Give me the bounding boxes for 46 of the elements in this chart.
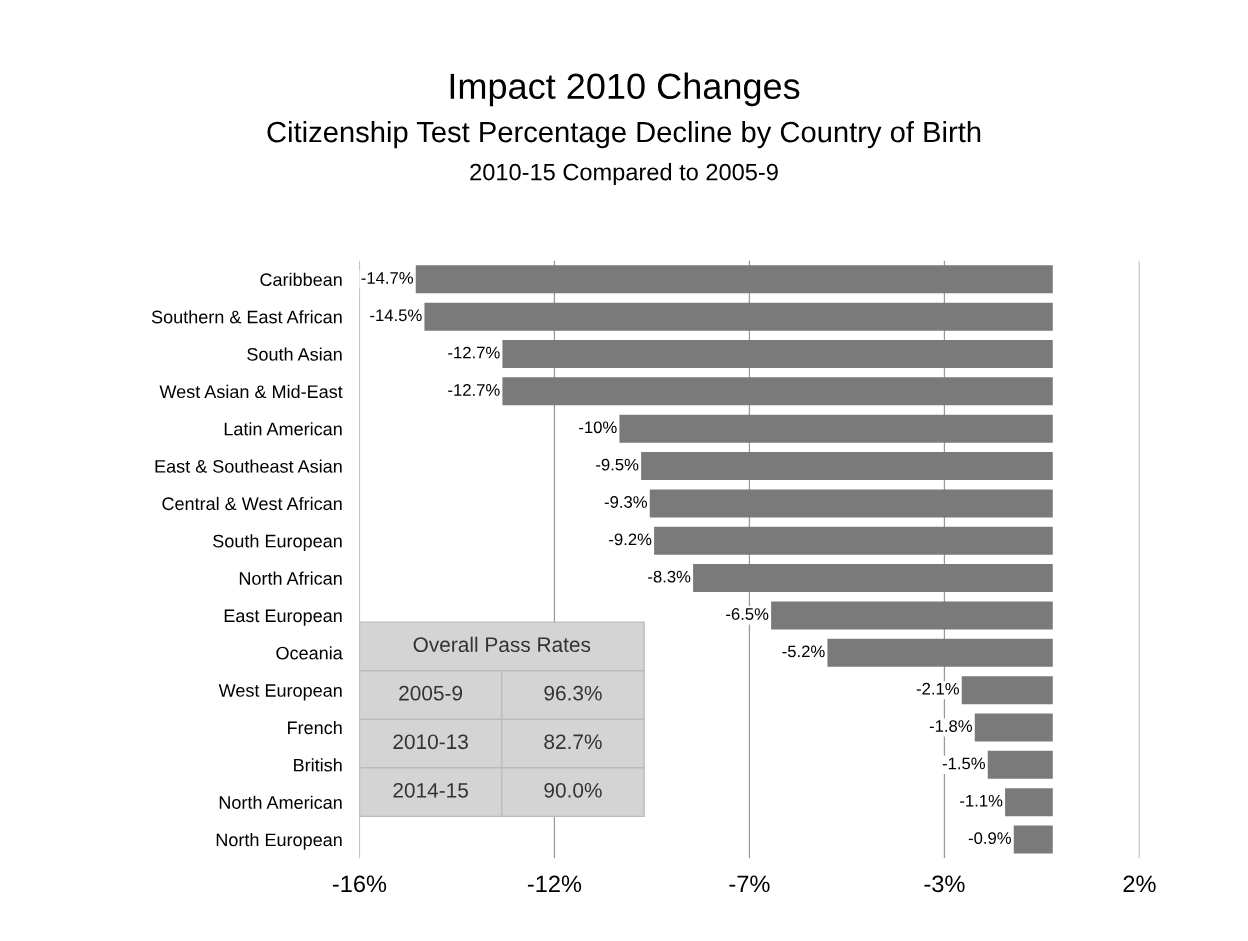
data-label: -9.3% xyxy=(604,496,647,508)
data-label: -14.7% xyxy=(361,272,413,284)
y-tick-label: North American xyxy=(219,795,342,809)
annotation: Overall Pass Rates xyxy=(413,636,591,653)
data-label: -9.5% xyxy=(596,458,639,471)
annotation: 2010-13 xyxy=(393,734,468,750)
x-tick-label: -12% xyxy=(527,875,582,893)
data-label: -12.7% xyxy=(448,346,500,359)
y-tick-label: East European xyxy=(224,609,342,626)
y-tick-label: North European xyxy=(216,832,342,850)
y-tick-label: Oceania xyxy=(276,646,343,660)
data-label: -0.9% xyxy=(968,832,1011,844)
data-label: -12.7% xyxy=(448,384,500,396)
annotation: 90.0% xyxy=(544,782,602,798)
data-label: -14.5% xyxy=(370,309,422,322)
data-label: -2.1% xyxy=(916,682,959,695)
y-tick-label: British xyxy=(294,758,342,772)
y-tick-label: West Asian & Mid-East xyxy=(159,384,343,399)
y-tick-label: South Asian xyxy=(247,347,342,361)
data-label: -6.5% xyxy=(726,608,769,620)
x-tick-label: -3% xyxy=(924,875,965,893)
y-tick-label: West European xyxy=(218,684,342,701)
chart-subtitle: Citizenship Test Percentage Decline by Country of Birth 2010-15 Compared to 2005-9 xyxy=(267,120,981,186)
y-tick-label: South European xyxy=(213,534,342,552)
data-label: -1.8% xyxy=(929,720,972,732)
data-label: -1.5% xyxy=(942,757,985,770)
data-label: -5.2% xyxy=(782,645,825,658)
chart-title: Impact 2010 Changes xyxy=(450,72,800,107)
data-label: -8.3% xyxy=(648,570,691,583)
data-label: -9.2% xyxy=(609,533,652,546)
data-label: -1.1% xyxy=(960,794,1003,807)
data-label: -10% xyxy=(579,421,617,434)
annotation: 82.7% xyxy=(544,734,602,750)
x-tick-label: -7% xyxy=(729,875,770,893)
y-tick-label: Central & West African xyxy=(162,496,342,511)
y-tick-label: French xyxy=(288,720,342,735)
x-tick-label: 2% xyxy=(1123,875,1156,893)
y-tick-label: Caribbean xyxy=(260,272,342,287)
annotation: 2014-15 xyxy=(393,782,468,798)
y-tick-label: Southern & East African xyxy=(151,310,342,324)
y-tick-label: North African xyxy=(239,571,342,585)
y-tick-label: East & Southeast Asian xyxy=(155,459,342,473)
annotation: 2005-9 xyxy=(399,685,463,701)
y-tick-label: Latin American xyxy=(224,422,342,436)
x-tick-label: -16% xyxy=(332,875,387,893)
annotation: 96.3% xyxy=(544,685,602,701)
